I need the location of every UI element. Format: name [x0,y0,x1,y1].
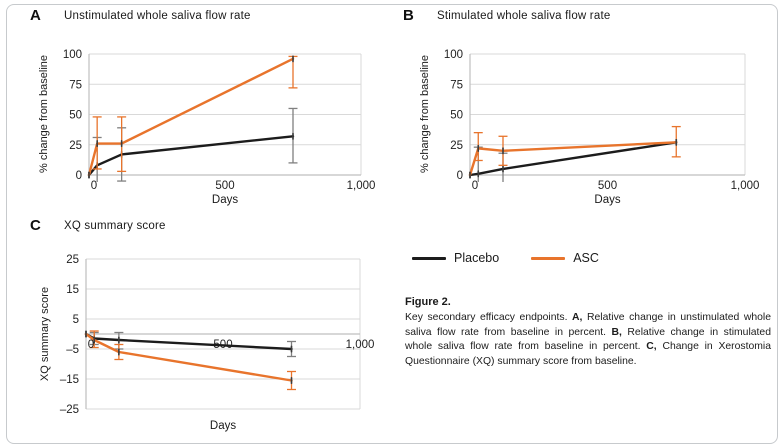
series-line-asc [87,57,295,177]
series-asc [84,330,296,391]
data-point-marker [477,144,480,152]
figure-caption-body: Key secondary efficacy endpoints. A, Rel… [405,311,771,369]
chart-b-title: Stimulated whole saliva flow rate [437,10,611,22]
caption-panel-ref: A, [572,312,583,323]
y-tick-label: 0 [457,170,463,182]
x-tick-label: 1,000 [731,180,760,192]
chart-c-canvas: 25 15 5 –5 –15 –25 0 500 1,000 [60,254,375,416]
panel-label-a: A [30,7,41,24]
data-point-marker [290,345,293,353]
series-placebo [87,107,298,182]
asc-line-swatch [531,256,566,260]
figure-caption-heading: Figure 2. [405,296,451,308]
caption-text: Change in Xerostomia Questionnaire (XQ) … [405,341,771,367]
caption-text: Relative change in stimulated whole sali… [405,326,771,353]
data-point-marker [88,171,90,179]
caption-text: Key secondary efficacy endpoints. [405,312,573,323]
chart-xq-summary-score: C XQ summary score XQ summary score 25 15… [24,216,390,442]
caption-text: Relative change in unstimulated whole sa… [405,312,771,338]
data-point-marker [120,140,123,148]
figure-caption: Figure 2. Key secondary efficacy endpoin… [405,296,771,369]
y-tick-label: 100 [63,49,82,61]
x-tick-label: 0 [472,180,478,192]
data-point-marker [96,140,98,148]
chart-b-canvas: 0 25 50 75 100 0 500 1,000 [444,49,760,192]
data-point-marker [85,330,87,338]
data-point-marker [118,336,120,344]
chart-a-x-axis-label: Days [211,194,239,206]
chart-stimulated-saliva-flow: B Stimulated whole saliva flow rate % ch… [392,6,772,212]
caption-panel-ref: B, [611,326,622,338]
legend-label-asc: ASC [573,251,599,265]
data-point-marker [93,336,96,344]
y-tick-label: 50 [69,110,82,122]
y-tick-label: 75 [450,79,463,91]
y-tick-label: 5 [73,314,79,326]
y-tick-label: 25 [450,140,463,152]
data-point-marker [477,170,480,178]
series-line-placebo [84,332,293,351]
chart-a-canvas: 0 25 50 75 100 0 500 1,000 [63,49,376,192]
y-tick-label: –25 [60,404,79,416]
data-point-marker [502,147,504,155]
legend-item-asc: ASC [531,251,599,265]
data-point-marker [469,171,471,179]
legend: Placebo ASC [412,251,599,265]
chart-a-title: Unstimulated whole saliva flow rate [64,10,251,22]
chart-unstimulated-saliva-flow: A Unstimulated whole saliva flow rate % … [24,6,390,212]
legend-label-placebo: Placebo [454,251,500,265]
y-tick-label: 25 [69,140,82,152]
data-point-marker [502,165,504,173]
x-tick-label: 0 [88,339,94,351]
data-point-marker [292,55,294,63]
chart-c-title: XQ summary score [64,220,166,232]
chart-b-x-axis-label: Days [594,194,621,206]
figure-card-border [6,4,778,444]
y-tick-label: 25 [66,254,79,266]
placebo-line-swatch [412,256,446,260]
data-point-marker [118,348,120,356]
caption-panel-ref: C, [646,341,657,353]
y-tick-label: 15 [66,284,79,296]
series-line-asc [84,332,293,382]
y-tick-label: 0 [76,170,82,182]
y-tick-label: 50 [450,110,463,122]
x-tick-label: 500 [598,180,617,192]
x-tick-label: 1,000 [347,180,376,192]
panel-label-b: B [403,7,414,24]
series-line-placebo [87,135,295,177]
x-tick-label: 0 [91,180,97,192]
y-tick-label: 100 [444,49,463,61]
data-point-marker [292,132,294,140]
series-asc [87,55,298,179]
series-line-placebo [468,141,678,177]
y-tick-label: 75 [69,79,82,91]
chart-c-x-axis-label: Days [209,420,237,432]
x-tick-label: 1,000 [346,339,375,351]
data-point-marker [290,377,293,384]
y-tick-label: –15 [60,374,79,386]
y-tick-label: –5 [66,344,79,356]
x-tick-label: 500 [213,339,232,351]
x-tick-label: 500 [215,180,234,192]
panel-label-c: C [30,217,41,234]
series-asc [468,125,681,179]
data-point-marker [675,138,678,146]
legend-item-placebo: Placebo [412,251,499,265]
series-line-asc [468,141,678,177]
